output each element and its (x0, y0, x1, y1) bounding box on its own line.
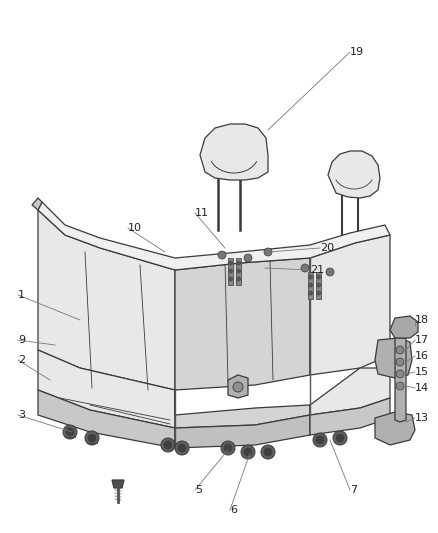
Text: 19: 19 (350, 47, 364, 57)
Polygon shape (200, 124, 268, 180)
Circle shape (229, 269, 232, 273)
Circle shape (237, 277, 240, 281)
Polygon shape (112, 480, 124, 488)
Text: 13: 13 (415, 413, 429, 423)
Polygon shape (310, 235, 390, 375)
Polygon shape (236, 258, 241, 285)
Polygon shape (308, 272, 313, 299)
Text: 14: 14 (415, 383, 429, 393)
Text: 9: 9 (18, 335, 25, 345)
Circle shape (241, 445, 255, 459)
Circle shape (309, 291, 312, 295)
Circle shape (63, 425, 77, 439)
Circle shape (264, 248, 272, 256)
Circle shape (221, 441, 235, 455)
Circle shape (175, 441, 189, 455)
Polygon shape (390, 316, 418, 338)
Polygon shape (375, 412, 415, 445)
Circle shape (244, 254, 252, 262)
Polygon shape (328, 151, 380, 198)
Circle shape (326, 268, 334, 276)
Circle shape (396, 346, 404, 354)
Circle shape (396, 358, 404, 366)
Text: 18: 18 (415, 315, 429, 325)
Circle shape (309, 283, 312, 287)
Polygon shape (316, 272, 321, 299)
Polygon shape (310, 398, 390, 435)
Polygon shape (228, 375, 248, 398)
Circle shape (237, 269, 240, 273)
Circle shape (244, 448, 252, 456)
Circle shape (218, 251, 226, 259)
Circle shape (396, 370, 404, 378)
Text: 3: 3 (18, 410, 25, 420)
Circle shape (224, 444, 232, 452)
Circle shape (301, 264, 309, 272)
Circle shape (316, 436, 324, 444)
Polygon shape (38, 202, 390, 270)
Polygon shape (228, 258, 233, 285)
Text: 11: 11 (195, 208, 209, 218)
Text: 16: 16 (415, 351, 429, 361)
Polygon shape (38, 390, 175, 448)
Circle shape (317, 291, 320, 295)
Circle shape (309, 275, 312, 279)
Polygon shape (310, 368, 390, 415)
Circle shape (264, 448, 272, 456)
Polygon shape (175, 258, 310, 390)
Circle shape (229, 261, 232, 265)
Text: 1: 1 (18, 290, 25, 300)
Circle shape (164, 441, 172, 449)
Text: 21: 21 (310, 265, 324, 275)
Text: 6: 6 (230, 505, 237, 515)
Circle shape (229, 277, 232, 281)
Circle shape (317, 283, 320, 287)
Circle shape (233, 382, 243, 392)
Text: 10: 10 (128, 223, 142, 233)
Circle shape (178, 444, 186, 452)
Circle shape (88, 434, 96, 442)
Circle shape (161, 438, 175, 452)
Text: 7: 7 (350, 485, 357, 495)
Text: 17: 17 (415, 335, 429, 345)
Text: 2: 2 (18, 355, 25, 365)
Polygon shape (32, 198, 42, 210)
Polygon shape (38, 210, 175, 390)
Circle shape (85, 431, 99, 445)
Text: 20: 20 (320, 243, 334, 253)
Circle shape (261, 445, 275, 459)
Text: 15: 15 (415, 367, 429, 377)
Circle shape (317, 275, 320, 279)
Polygon shape (175, 415, 310, 448)
Polygon shape (375, 338, 412, 378)
Polygon shape (395, 338, 406, 422)
Circle shape (237, 261, 240, 265)
Circle shape (313, 433, 327, 447)
Circle shape (333, 431, 347, 445)
Polygon shape (175, 390, 310, 428)
Circle shape (336, 434, 344, 442)
Circle shape (396, 382, 404, 390)
Text: 5: 5 (195, 485, 202, 495)
Circle shape (66, 428, 74, 436)
Polygon shape (38, 350, 175, 428)
